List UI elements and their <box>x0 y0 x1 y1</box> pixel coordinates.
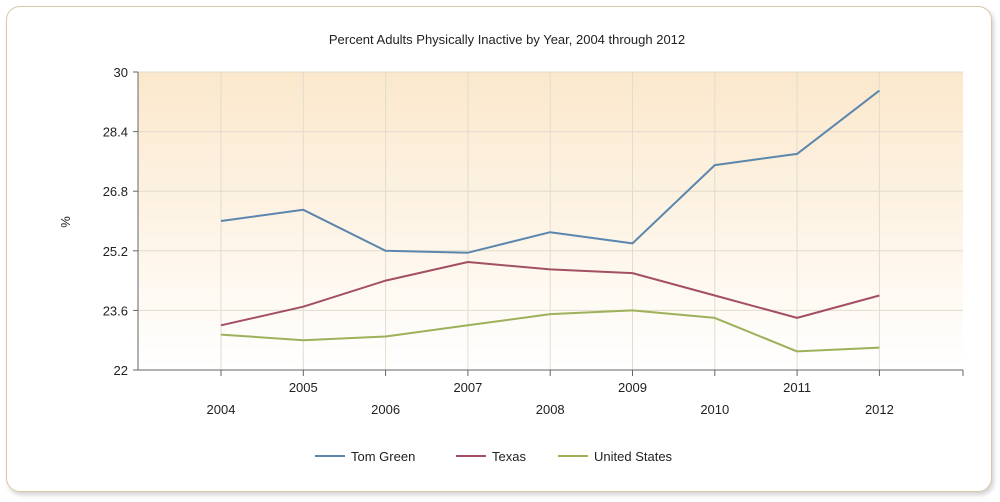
x-tick-label: 2009 <box>618 380 647 395</box>
x-tick-label: 2007 <box>453 380 482 395</box>
series-line-texas <box>220 261 880 327</box>
y-tick-labels: 22 23.6 25.2 26.8 28.4 30 <box>103 65 128 378</box>
y-tick-label: 22 <box>114 363 128 378</box>
legend-label-texas: Texas <box>492 449 526 464</box>
series-lines <box>220 89 881 353</box>
x-tick-label: 2004 <box>207 402 236 417</box>
legend-label-united-states: United States <box>594 449 673 464</box>
y-tick-label: 25.2 <box>103 244 128 259</box>
y-tick-label: 23.6 <box>103 303 128 318</box>
x-tick-label: 2005 <box>289 380 318 395</box>
series-line-united-states <box>220 309 880 353</box>
x-tick-label: 2006 <box>371 402 400 417</box>
series-line-tom-green <box>220 89 881 254</box>
x-tick-labels: 2004 2005 2006 2007 2008 2009 2010 2011 2012 <box>207 380 894 417</box>
x-tick-label: 2010 <box>700 402 729 417</box>
y-tick-label: 30 <box>114 65 128 80</box>
x-tick-label: 2012 <box>865 402 894 417</box>
x-tick-label: 2011 <box>783 380 811 395</box>
y-tick-label: 28.4 <box>103 125 128 140</box>
y-axis-label: % <box>58 216 73 228</box>
legend-label-tom-green: Tom Green <box>351 449 415 464</box>
legend: Tom Green Texas United States <box>315 449 673 464</box>
axes <box>133 71 964 376</box>
chart-title: Percent Adults Physically Inactive by Ye… <box>329 32 685 47</box>
x-tick-label: 2008 <box>536 402 565 417</box>
y-tick-label: 26.8 <box>103 184 128 199</box>
